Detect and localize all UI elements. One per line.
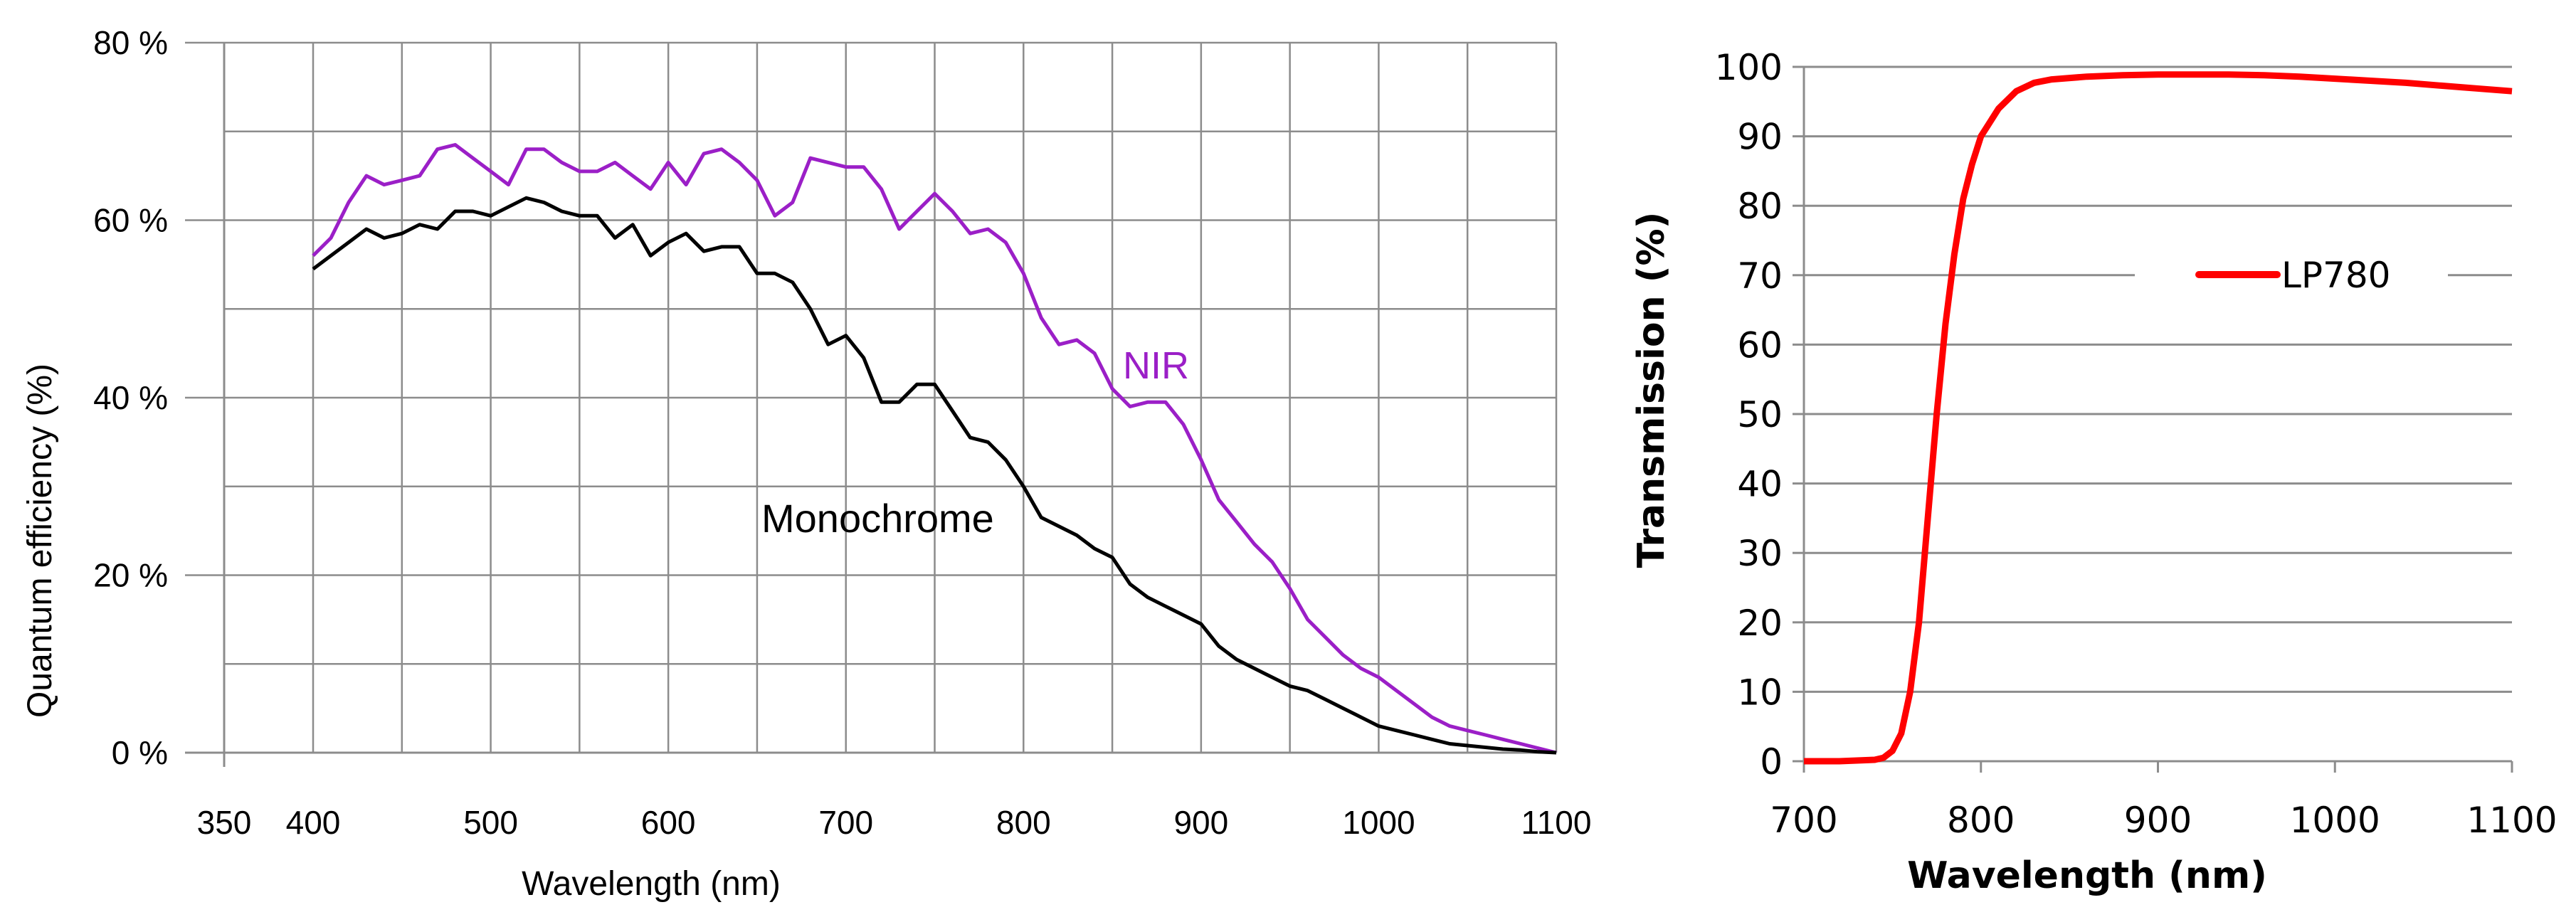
transmission-x-axis-label: Wavelength (nm)	[1907, 854, 2267, 897]
qe-x-ticks: 350 400 500 600 700 800 900 1000 1100	[197, 804, 1592, 841]
qe-x-tick-label: 900	[1173, 804, 1228, 841]
qe-x-tick-label: 1100	[1521, 804, 1592, 841]
qe-y-tick-label: 0 %	[112, 734, 168, 771]
transmission-y-tick-label: 60	[1737, 324, 1783, 366]
transmission-y-tick-label: 70	[1737, 255, 1783, 297]
nir-series-label: NIR	[1123, 344, 1189, 387]
qe-series-nir	[312, 143, 1557, 755]
qe-series-monochrome	[312, 196, 1557, 755]
transmission-y-tick-label: 90	[1737, 117, 1783, 158]
qe-x-tick-label: 500	[463, 804, 518, 841]
qe-y-axis-label: Quantum efficiency (%)	[21, 364, 59, 718]
qe-x-tick-label: 800	[996, 804, 1051, 841]
transmission-y-tick-label: 50	[1737, 394, 1783, 435]
transmission-y-tick-label: 40	[1737, 464, 1783, 505]
qe-grid	[185, 41, 1558, 767]
transmission-y-ticks: 0 10 20 30 40 50 60 70 80 90 100	[1715, 47, 1783, 783]
legend-label-lp780: LP780	[2281, 255, 2390, 296]
qe-x-tick-label: 350	[197, 804, 252, 841]
qe-x-tick-label: 400	[286, 804, 341, 841]
transmission-x-tick-label: 900	[2124, 800, 2192, 841]
qe-y-tick-label: 60 %	[93, 202, 168, 239]
transmission-series-lp780	[1804, 71, 2513, 765]
transmission-y-tick-label: 100	[1715, 47, 1783, 88]
monochrome-series-label: Monochrome	[761, 496, 994, 541]
transmission-y-tick-label: 30	[1737, 533, 1783, 574]
transmission-lines	[1804, 71, 2513, 765]
transmission-y-tick-label: 10	[1737, 672, 1783, 713]
transmission-x-tick-label: 1100	[2466, 800, 2557, 841]
legend-background	[2135, 245, 2448, 309]
qe-x-tick-label: 1000	[1342, 804, 1415, 841]
transmission-y-tick-label: 80	[1737, 186, 1783, 227]
qe-lines	[312, 143, 1557, 755]
transmission-x-tick-label: 1000	[2290, 800, 2380, 841]
qe-x-tick-label: 700	[818, 804, 873, 841]
qe-y-tick-label: 40 %	[93, 379, 168, 416]
qe-y-tick-label: 80 %	[93, 24, 168, 61]
transmission-x-tick-label: 700	[1770, 800, 1837, 841]
transmission-y-tick-label: 0	[1760, 741, 1783, 783]
qe-x-tick-label: 600	[641, 804, 696, 841]
transmission-grid	[1793, 65, 2513, 773]
transmission-y-tick-label: 20	[1737, 603, 1783, 644]
transmission-chart: 700 800 900 1000 1100 0 10 20 30 40 50 60 70 80 90 100…	[1630, 47, 2557, 897]
transmission-x-ticks: 700 800 900 1000 1100	[1770, 800, 2557, 841]
qe-y-ticks: 0 % 20 % 40 % 60 % 80 %	[93, 24, 168, 771]
qe-y-tick-label: 20 %	[93, 557, 168, 594]
qe-x-axis-label: Wavelength (nm)	[522, 865, 781, 903]
transmission-x-tick-label: 800	[1947, 800, 2015, 841]
qe-chart: 350 400 500 600 700 800 900 1000 1100 0 % 20 % 40 …	[21, 24, 1591, 903]
transmission-y-axis-label: Transmission (%)	[1630, 212, 1673, 568]
